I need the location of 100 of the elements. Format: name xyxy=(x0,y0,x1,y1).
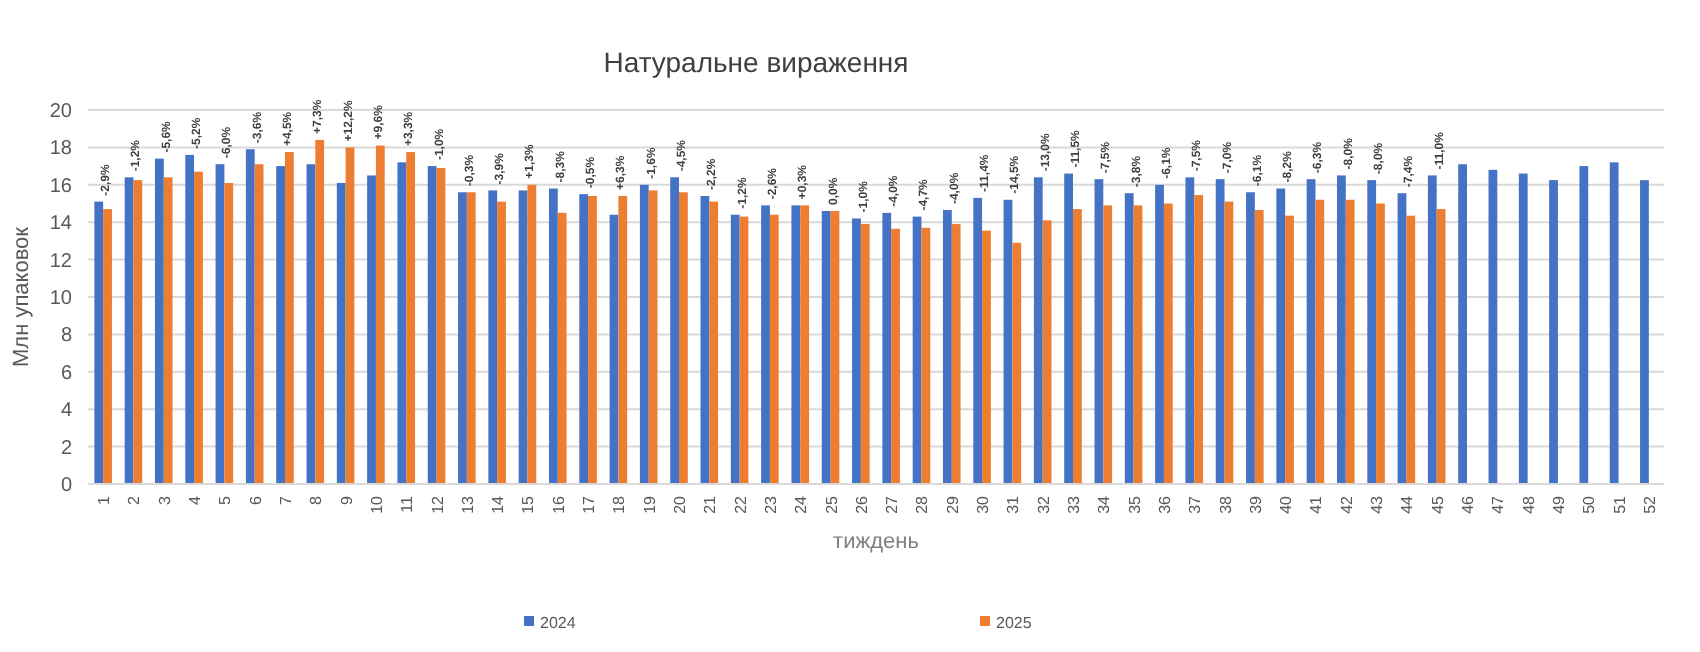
bar xyxy=(367,175,376,484)
x-tick-label: 42 xyxy=(1337,494,1356,514)
bar xyxy=(1185,177,1195,484)
x-tick-label: 35 xyxy=(1125,494,1144,514)
bar xyxy=(1406,215,1416,484)
bar xyxy=(579,194,589,484)
bar xyxy=(1315,199,1325,484)
bar xyxy=(1458,164,1467,484)
bar xyxy=(800,205,810,484)
x-tick-label: 21 xyxy=(701,494,720,514)
bar xyxy=(285,152,294,484)
y-tick-label: 0 xyxy=(60,475,73,497)
bar xyxy=(497,201,506,484)
bar xyxy=(406,152,416,484)
x-tick-label: 45 xyxy=(1428,494,1447,514)
bar xyxy=(791,205,801,484)
bar xyxy=(830,210,840,484)
bar xyxy=(254,164,264,484)
bar xyxy=(224,182,234,484)
x-tick-label: 3 xyxy=(155,494,174,505)
x-tick-label: 18 xyxy=(610,494,629,514)
x-tick-label: 39 xyxy=(1246,494,1265,514)
x-tick-label: 22 xyxy=(731,494,750,514)
x-tick-label: 1 xyxy=(95,494,114,505)
bar xyxy=(1033,177,1043,484)
bar xyxy=(1397,193,1407,484)
x-tick-label: 34 xyxy=(1095,494,1114,514)
bar xyxy=(1215,179,1225,484)
x-tick-label: 40 xyxy=(1277,494,1296,514)
bar xyxy=(488,190,498,484)
bar xyxy=(466,192,476,484)
x-tick-label: 26 xyxy=(852,494,871,514)
legend-label: 2024 xyxy=(540,614,577,632)
x-tick-label: 12 xyxy=(428,494,447,514)
bar xyxy=(618,196,628,484)
x-tick-label: 17 xyxy=(580,494,599,514)
y-tick-label: 4 xyxy=(60,400,73,423)
bar xyxy=(1003,199,1013,484)
bar xyxy=(860,224,870,484)
y-tick-label: 20 xyxy=(49,101,73,123)
bar xyxy=(103,209,112,484)
x-tick-label: 33 xyxy=(1065,494,1083,514)
x-tick-label: 15 xyxy=(519,494,538,514)
y-tick-label: 10 xyxy=(49,288,73,310)
x-tick-label: 32 xyxy=(1034,494,1053,514)
bar xyxy=(882,212,892,484)
bar xyxy=(1224,201,1234,484)
y-tick-label: 16 xyxy=(49,175,73,198)
bar xyxy=(436,167,446,484)
x-tick-label: 51 xyxy=(1610,494,1629,514)
bar xyxy=(1285,215,1294,484)
bar xyxy=(527,184,537,484)
bar xyxy=(345,147,355,484)
bar xyxy=(94,201,104,484)
x-tick-label: 14 xyxy=(489,494,508,514)
x-tick-label: 46 xyxy=(1459,494,1477,514)
bar xyxy=(154,158,164,484)
x-tick-label: 11 xyxy=(398,494,417,513)
bar xyxy=(1163,203,1173,484)
y-axis-title: Млн упаковок xyxy=(10,226,34,367)
x-tick-label: 49 xyxy=(1549,494,1568,514)
bar xyxy=(1345,199,1355,484)
bar xyxy=(670,177,679,484)
bar xyxy=(1609,162,1619,484)
bar xyxy=(315,139,325,484)
bar xyxy=(942,210,952,484)
bar xyxy=(557,212,567,484)
bar xyxy=(276,166,285,484)
bar xyxy=(1064,173,1073,484)
bar xyxy=(1376,203,1385,484)
bar xyxy=(1276,188,1286,484)
bar xyxy=(133,180,143,484)
bar xyxy=(739,216,749,484)
bar xyxy=(821,210,831,484)
x-tick-label: 23 xyxy=(761,494,780,514)
bar xyxy=(891,228,900,484)
bar xyxy=(1436,209,1446,484)
bar xyxy=(306,164,316,484)
bar xyxy=(1306,179,1316,484)
bar xyxy=(1094,179,1104,484)
x-tick-label: 9 xyxy=(337,494,356,505)
x-tick-label: 37 xyxy=(1186,494,1205,514)
bar xyxy=(1549,180,1558,484)
x-tick-label: 29 xyxy=(943,494,962,514)
x-tick-label: 10 xyxy=(367,494,386,514)
bar xyxy=(124,177,134,484)
x-tick-label: 41 xyxy=(1307,494,1326,514)
x-tick-label: 44 xyxy=(1398,494,1417,514)
y-tick-label: 12 xyxy=(49,250,73,273)
bar xyxy=(921,227,931,484)
bar xyxy=(185,154,195,484)
bar xyxy=(458,192,467,484)
x-axis-title: тиждень xyxy=(833,530,920,554)
bar xyxy=(769,214,779,484)
bar xyxy=(679,192,688,484)
x-tick-label: 16 xyxy=(549,494,568,514)
bar xyxy=(1103,205,1113,484)
x-tick-label: 30 xyxy=(974,494,993,514)
bar xyxy=(1042,220,1052,484)
bar xyxy=(1124,193,1134,484)
